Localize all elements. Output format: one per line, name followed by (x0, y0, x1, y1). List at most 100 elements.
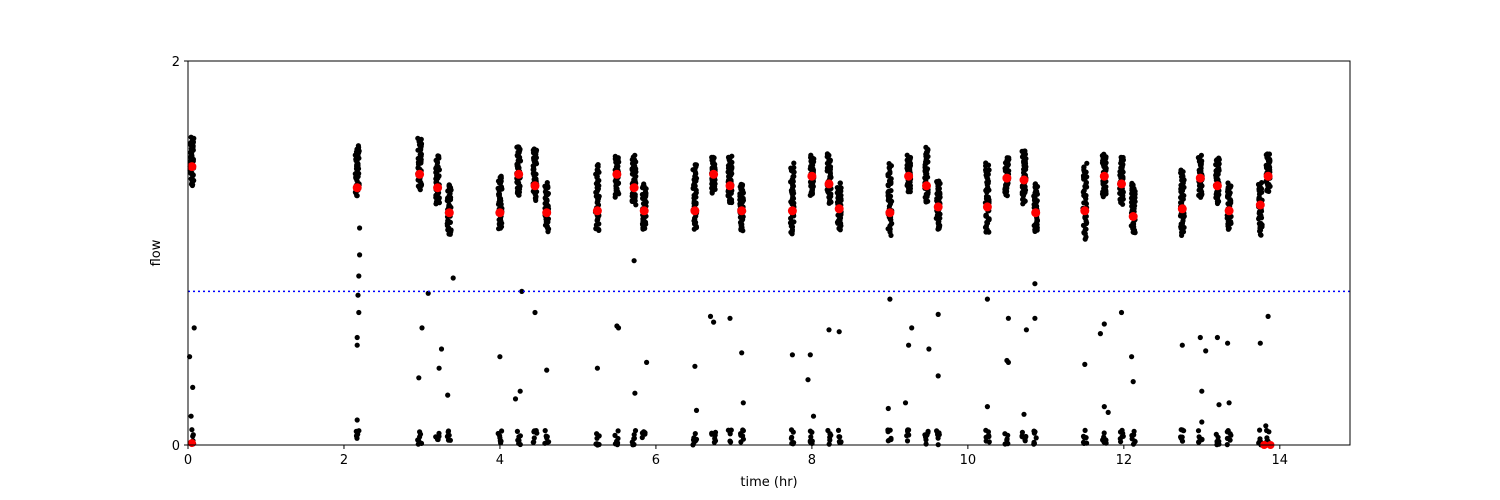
data-point (433, 201, 439, 207)
x-tick-label: 4 (496, 453, 504, 468)
data-point (594, 189, 600, 195)
data-point (1082, 361, 1088, 367)
data-point (838, 439, 844, 445)
data-point (984, 296, 991, 302)
data-point (641, 429, 647, 435)
data-point (436, 430, 442, 436)
x-tick-label: 10 (960, 453, 977, 468)
data-point (1216, 441, 1222, 447)
mean-marker (1031, 208, 1041, 218)
data-point (354, 417, 360, 423)
data-point (419, 325, 425, 331)
mean-marker (1117, 179, 1126, 189)
data-point (789, 352, 796, 358)
data-point (1101, 321, 1107, 327)
data-point (805, 377, 811, 383)
data-point (904, 438, 911, 444)
data-point (1256, 440, 1262, 446)
mean-marker (1177, 204, 1187, 214)
data-point (692, 431, 698, 437)
data-point (1226, 400, 1232, 406)
data-point (1120, 201, 1126, 207)
data-point (446, 198, 452, 204)
data-point (810, 413, 817, 419)
mean-marker (514, 169, 524, 179)
data-point (593, 441, 599, 447)
data-point (837, 434, 843, 440)
data-point (612, 194, 618, 200)
data-point (1020, 201, 1026, 207)
data-point (533, 197, 539, 203)
data-point (354, 192, 360, 199)
mean-marker (495, 208, 505, 218)
data-point (791, 440, 797, 446)
data-point (530, 167, 536, 173)
mean-marker (612, 169, 622, 179)
mean-marker (1019, 175, 1029, 185)
data-point (807, 352, 813, 358)
data-point (594, 431, 600, 437)
mean-marker (639, 206, 649, 216)
data-point (450, 275, 456, 281)
data-point (1118, 309, 1125, 316)
x-axis: 0 2 4 6 8 10 12 14 (184, 445, 1288, 468)
data-point (1083, 201, 1089, 207)
data-point (923, 437, 929, 443)
data-point (640, 225, 646, 231)
data-point (1005, 315, 1012, 321)
data-point (740, 400, 746, 406)
data-point (418, 147, 424, 153)
data-point (417, 187, 423, 193)
mean-marker (725, 181, 735, 191)
data-point (1101, 430, 1107, 436)
data-point (909, 325, 915, 331)
data-point (712, 429, 719, 435)
data-point (445, 437, 452, 443)
data-point (711, 319, 717, 325)
mean-marker (982, 202, 992, 212)
data-point (1082, 427, 1088, 433)
x-tick-label: 0 (184, 453, 192, 468)
data-point (982, 224, 989, 230)
data-point (807, 166, 813, 172)
data-point (828, 199, 834, 205)
data-point (809, 429, 815, 435)
data-point (1032, 228, 1038, 234)
data-point (514, 428, 521, 434)
data-point (826, 441, 832, 447)
data-point (1179, 342, 1185, 348)
data-point (1224, 429, 1230, 435)
data-point (1101, 404, 1107, 410)
data-point (353, 176, 360, 182)
data-point (354, 334, 360, 341)
data-point (594, 173, 600, 180)
data-point (986, 432, 992, 438)
data-point (1117, 429, 1124, 435)
mean-marker (187, 162, 197, 172)
data-point (1228, 432, 1234, 438)
data-point (534, 430, 540, 436)
y-tick-label: 0 (172, 439, 180, 454)
data-point (984, 404, 991, 410)
data-point (935, 226, 941, 232)
data-point (631, 435, 638, 441)
data-point (984, 189, 990, 195)
data-point (1084, 160, 1090, 166)
mean-marker (1212, 181, 1222, 191)
data-point (788, 427, 795, 433)
data-point (415, 437, 421, 443)
data-point (356, 309, 362, 316)
data-point (190, 433, 196, 439)
data-point (531, 176, 537, 182)
data-point (886, 165, 892, 171)
data-point (935, 311, 941, 317)
plot-frame (187, 60, 1351, 446)
data-point (1263, 423, 1269, 429)
mean-marker (530, 181, 540, 191)
mean-marker (1195, 173, 1205, 183)
x-axis-label: time (hr) (740, 475, 797, 490)
data-point (497, 438, 503, 444)
data-point (826, 327, 832, 333)
data-point (1130, 379, 1136, 385)
data-point (1226, 225, 1232, 231)
